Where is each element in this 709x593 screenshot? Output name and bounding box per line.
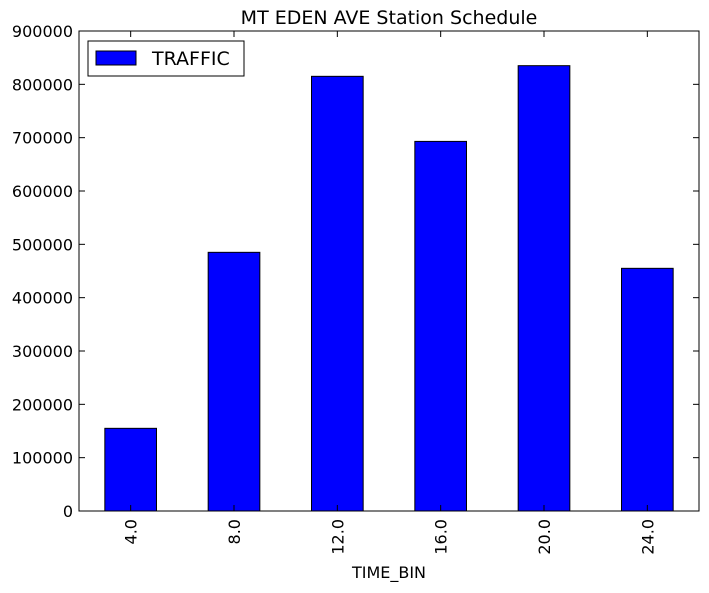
legend-swatch bbox=[95, 50, 137, 66]
y-tick-label: 800000 bbox=[12, 75, 73, 94]
y-tick-label: 700000 bbox=[12, 129, 73, 148]
y-tick-label: 900000 bbox=[12, 22, 73, 41]
x-tick-label: 16.0 bbox=[432, 519, 451, 555]
x-tick-label: 20.0 bbox=[535, 519, 554, 555]
y-tick-label: 300000 bbox=[12, 342, 73, 361]
legend: TRAFFIC bbox=[87, 40, 245, 77]
bars-layer bbox=[104, 65, 674, 512]
x-tick-label: 12.0 bbox=[328, 519, 347, 555]
y-axis: 0 100000 200000 300000 400000 500000 600000 700… bbox=[12, 22, 699, 521]
chart-title: MT EDEN AVE Station Schedule bbox=[241, 7, 538, 29]
bar-24.0 bbox=[621, 267, 674, 512]
bar-4.0 bbox=[104, 427, 157, 512]
x-tick-label: 4.0 bbox=[122, 519, 141, 544]
legend-label: TRAFFIC bbox=[151, 48, 230, 70]
plot-frame bbox=[78, 30, 700, 512]
y-tick-label: 500000 bbox=[12, 235, 73, 254]
bar-16.0 bbox=[414, 140, 467, 512]
x-axis: 4.0 8.0 12.0 16.0 20.0 24.0 bbox=[122, 31, 657, 555]
x-tick-label: 24.0 bbox=[638, 519, 657, 555]
y-tick-label: 100000 bbox=[12, 449, 73, 468]
x-axis-label: TIME_BIN bbox=[351, 563, 426, 583]
y-tick-label: 600000 bbox=[12, 182, 73, 201]
y-tick-label: 200000 bbox=[12, 395, 73, 414]
y-tick-label: 0 bbox=[63, 502, 73, 521]
y-tick-label: 400000 bbox=[12, 289, 73, 308]
x-tick-label: 8.0 bbox=[225, 519, 244, 544]
bar-8.0 bbox=[207, 251, 261, 512]
bar-20.0 bbox=[517, 65, 571, 512]
bar-12.0 bbox=[311, 75, 364, 512]
